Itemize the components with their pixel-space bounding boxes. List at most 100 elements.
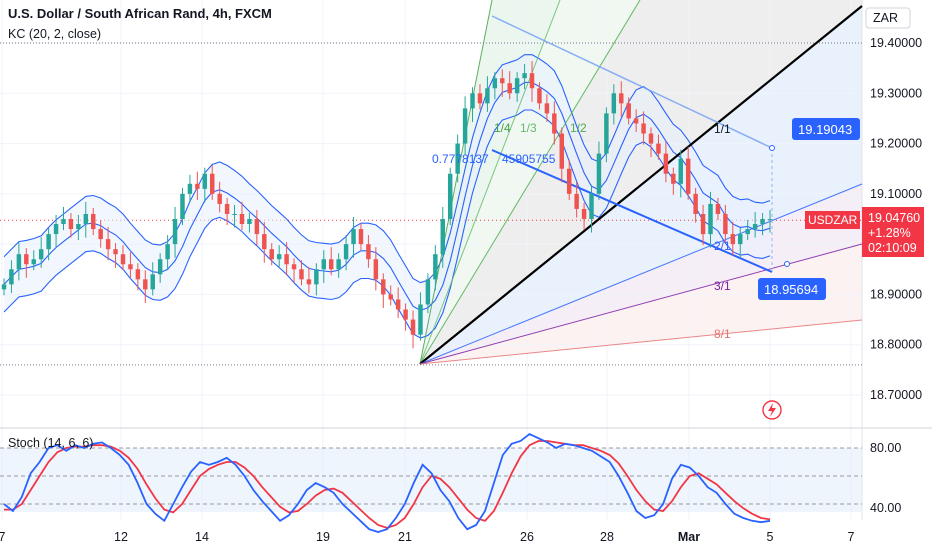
- upper-callout-dot: [769, 145, 775, 151]
- candle-body: [581, 208, 587, 219]
- candle-body: [202, 173, 208, 189]
- fan-line: [419, 319, 863, 365]
- fan-line: [419, 0, 561, 365]
- lower-callout-dot: [784, 261, 790, 267]
- time-tick-label: 28: [600, 530, 614, 544]
- candle-body: [299, 269, 304, 280]
- price-axis[interactable]: 19.4000019.3000019.2000019.1000019.00000…: [865, 7, 922, 402]
- candle-body: [210, 173, 215, 194]
- stoch-tick-80: 80.00: [870, 441, 901, 455]
- candle-body: [68, 219, 74, 230]
- candle-body: [626, 103, 631, 119]
- candle-body: [559, 133, 564, 169]
- candle-body: [418, 304, 423, 335]
- channel-mid-line: [491, 149, 773, 273]
- fan-ratio-label: 0.7778137: [432, 152, 489, 166]
- indicator-label: KC (20, 2, close): [8, 27, 102, 41]
- time-tick-label: 7: [848, 530, 855, 544]
- candle-body: [83, 213, 89, 225]
- candle-body: [745, 229, 750, 235]
- upper-callout-text: 19.19043: [798, 122, 852, 137]
- last-price-tag: [862, 207, 924, 257]
- price-tick-label: 19.10000: [870, 187, 922, 201]
- candle-body: [388, 294, 393, 300]
- candle-body: [232, 213, 237, 215]
- candle-body: [217, 193, 222, 204]
- candle-body: [596, 153, 602, 194]
- candle-body: [641, 123, 646, 134]
- candle-body: [105, 239, 111, 250]
- candle-body: [492, 78, 498, 89]
- candle-body: [180, 193, 185, 219]
- candles: [1, 61, 773, 349]
- candle-body: [61, 219, 66, 225]
- candle-body: [566, 168, 572, 194]
- fan-ratio-label: 1/1: [714, 122, 731, 136]
- candle-body: [685, 158, 691, 194]
- time-axis[interactable]: 7 12 14 19 21 26 28 Mar 5 7: [0, 530, 855, 544]
- candle-body: [700, 213, 706, 235]
- candle-body: [187, 183, 193, 194]
- candle-body: [306, 279, 312, 285]
- price-tick-label: 19.30000: [870, 86, 922, 100]
- candle-body: [619, 93, 624, 104]
- stoch-tick-40: 40.00: [870, 501, 901, 515]
- candle-body: [157, 259, 163, 275]
- candle-body: [552, 113, 557, 134]
- candle-body: [395, 299, 401, 310]
- candle-body: [730, 234, 736, 245]
- candle-body: [373, 259, 379, 280]
- candle-body: [723, 213, 728, 235]
- candle-body: [38, 249, 44, 260]
- stoch-k-line: [3, 432, 771, 533]
- candle-body: [648, 133, 654, 144]
- candle-body: [31, 259, 36, 265]
- candle-body: [574, 193, 579, 209]
- lower-callout-box: [758, 278, 826, 300]
- channel-top-line: [491, 15, 773, 149]
- fan-zone: [420, 0, 862, 364]
- currency-box: [865, 7, 911, 29]
- candle-body: [470, 93, 475, 109]
- candle-body: [500, 78, 505, 84]
- candle-body: [24, 254, 29, 265]
- price-tick-label: 19.20000: [870, 137, 922, 151]
- price-tags: USDZAR 19.04760+1.28%02:10:09 19.19043 18.9…: [758, 118, 924, 420]
- candle-body: [351, 229, 356, 245]
- candle-body: [46, 234, 51, 250]
- candle-body: [693, 193, 698, 214]
- candle-body: [522, 73, 527, 79]
- candle-body: [403, 309, 408, 320]
- price-tick-label: 18.90000: [870, 287, 922, 301]
- candle-body: [76, 224, 81, 230]
- symbol-text: USDZAR: [808, 213, 858, 227]
- time-tick-label: Mar: [678, 530, 700, 544]
- time-tick-label: 12: [114, 530, 128, 544]
- fan-line: [419, 5, 863, 365]
- time-tick-label: 21: [398, 530, 412, 544]
- candle-body: [291, 264, 297, 270]
- countdown-text: 02:10:09: [868, 241, 917, 255]
- fan-ratio-label: 3/1: [714, 279, 731, 293]
- time-tick-label: 5: [767, 530, 774, 544]
- candle-body: [336, 259, 341, 270]
- candle-body: [656, 143, 661, 154]
- candle-body: [269, 249, 274, 260]
- candle-body: [752, 224, 758, 230]
- candle-body: [708, 203, 713, 235]
- stoch-label: Stoch (14, 6, 6): [8, 436, 94, 450]
- fan-ratio-label: 1/4: [494, 121, 511, 135]
- time-tick-label: 7: [0, 530, 6, 544]
- candle-body: [425, 279, 431, 305]
- candle-body: [276, 254, 282, 260]
- candle-body: [247, 219, 252, 225]
- candle-body: [678, 158, 683, 184]
- fan-ratio-label: 1/3: [520, 121, 537, 135]
- candle-body: [767, 219, 773, 220]
- candle-body: [321, 259, 327, 270]
- candle-body: [195, 183, 200, 189]
- candle-body: [120, 254, 126, 265]
- candle-body: [143, 279, 148, 290]
